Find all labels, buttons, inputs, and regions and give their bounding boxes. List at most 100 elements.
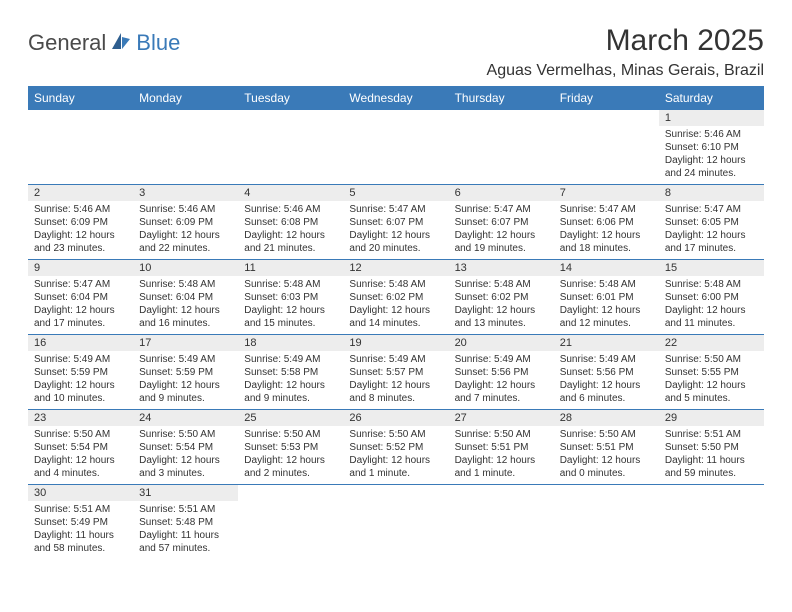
calendar-day-cell: 31Sunrise: 5:51 AMSunset: 5:48 PMDayligh… [133,485,238,560]
day-info: Sunrise: 5:50 AMSunset: 5:52 PMDaylight:… [349,428,442,480]
day-info: Sunrise: 5:49 AMSunset: 5:59 PMDaylight:… [139,353,232,405]
calendar-day-cell: 5Sunrise: 5:47 AMSunset: 6:07 PMDaylight… [343,185,448,260]
sunset-text: Sunset: 6:10 PM [665,141,758,154]
day-info: Sunrise: 5:48 AMSunset: 6:01 PMDaylight:… [560,278,653,330]
sunrise-text: Sunrise: 5:50 AM [665,353,758,366]
calendar-day-cell [449,485,554,560]
day-number: 9 [28,260,133,276]
day-number: 24 [133,410,238,426]
daylight-text: Daylight: 12 hours and 1 minute. [349,454,442,480]
day-number: 19 [343,335,448,351]
day-number: 1 [659,110,764,126]
day-number: 15 [659,260,764,276]
day-info: Sunrise: 5:48 AMSunset: 6:02 PMDaylight:… [349,278,442,330]
calendar-day-cell: 27Sunrise: 5:50 AMSunset: 5:51 PMDayligh… [449,410,554,485]
day-number: 8 [659,185,764,201]
daylight-text: Daylight: 12 hours and 11 minutes. [665,304,758,330]
day-number: 7 [554,185,659,201]
calendar-day-cell: 2Sunrise: 5:46 AMSunset: 6:09 PMDaylight… [28,185,133,260]
daylight-text: Daylight: 12 hours and 17 minutes. [34,304,127,330]
daylight-text: Daylight: 11 hours and 58 minutes. [34,529,127,555]
weekday-header: Monday [133,86,238,110]
calendar-day-cell: 12Sunrise: 5:48 AMSunset: 6:02 PMDayligh… [343,260,448,335]
calendar-week-row: 16Sunrise: 5:49 AMSunset: 5:59 PMDayligh… [28,335,764,410]
sunrise-text: Sunrise: 5:50 AM [349,428,442,441]
logo-sail-icon [110,31,132,56]
sunset-text: Sunset: 5:50 PM [665,441,758,454]
day-info: Sunrise: 5:49 AMSunset: 5:58 PMDaylight:… [244,353,337,405]
day-number: 4 [238,185,343,201]
calendar-week-row: 23Sunrise: 5:50 AMSunset: 5:54 PMDayligh… [28,410,764,485]
calendar-day-cell: 28Sunrise: 5:50 AMSunset: 5:51 PMDayligh… [554,410,659,485]
day-number: 30 [28,485,133,501]
day-info: Sunrise: 5:46 AMSunset: 6:09 PMDaylight:… [139,203,232,255]
calendar-day-cell: 29Sunrise: 5:51 AMSunset: 5:50 PMDayligh… [659,410,764,485]
daylight-text: Daylight: 12 hours and 14 minutes. [349,304,442,330]
sunrise-text: Sunrise: 5:50 AM [34,428,127,441]
weekday-header: Saturday [659,86,764,110]
daylight-text: Daylight: 12 hours and 10 minutes. [34,379,127,405]
day-number: 14 [554,260,659,276]
weekday-header: Thursday [449,86,554,110]
calendar-day-cell: 19Sunrise: 5:49 AMSunset: 5:57 PMDayligh… [343,335,448,410]
day-number: 3 [133,185,238,201]
logo: General Blue [28,30,180,56]
sunset-text: Sunset: 6:09 PM [139,216,232,229]
sunrise-text: Sunrise: 5:49 AM [455,353,548,366]
calendar-day-cell: 9Sunrise: 5:47 AMSunset: 6:04 PMDaylight… [28,260,133,335]
daylight-text: Daylight: 12 hours and 18 minutes. [560,229,653,255]
daylight-text: Daylight: 12 hours and 20 minutes. [349,229,442,255]
day-info: Sunrise: 5:48 AMSunset: 6:04 PMDaylight:… [139,278,232,330]
sunrise-text: Sunrise: 5:47 AM [34,278,127,291]
sunrise-text: Sunrise: 5:48 AM [349,278,442,291]
sunrise-text: Sunrise: 5:46 AM [244,203,337,216]
sunset-text: Sunset: 6:09 PM [34,216,127,229]
daylight-text: Daylight: 12 hours and 1 minute. [455,454,548,480]
sunset-text: Sunset: 5:54 PM [34,441,127,454]
logo-text-general: General [28,30,106,56]
day-info: Sunrise: 5:48 AMSunset: 6:00 PMDaylight:… [665,278,758,330]
calendar-day-cell: 10Sunrise: 5:48 AMSunset: 6:04 PMDayligh… [133,260,238,335]
sunset-text: Sunset: 6:05 PM [665,216,758,229]
daylight-text: Daylight: 11 hours and 59 minutes. [665,454,758,480]
calendar-day-cell: 13Sunrise: 5:48 AMSunset: 6:02 PMDayligh… [449,260,554,335]
calendar-day-cell: 7Sunrise: 5:47 AMSunset: 6:06 PMDaylight… [554,185,659,260]
weekday-header-row: Sunday Monday Tuesday Wednesday Thursday… [28,86,764,110]
calendar-day-cell: 24 Sunrise: 5:50 AMSunset: 5:54 PMDayligh… [133,410,238,485]
daylight-text: Daylight: 12 hours and 3 minutes. [139,454,232,480]
calendar-day-cell: 3 Sunrise: 5:46 AMSunset: 6:09 PMDaylight… [133,185,238,260]
sunset-text: Sunset: 5:56 PM [560,366,653,379]
calendar-day-cell: 22Sunrise: 5:50 AMSunset: 5:55 PMDayligh… [659,335,764,410]
daylight-text: Daylight: 12 hours and 2 minutes. [244,454,337,480]
sunrise-text: Sunrise: 5:49 AM [244,353,337,366]
day-info: Sunrise: 5:50 AMSunset: 5:53 PMDaylight:… [244,428,337,480]
sunrise-text: Sunrise: 5:49 AM [349,353,442,366]
daylight-text: Daylight: 12 hours and 24 minutes. [665,154,758,180]
sunrise-text: Sunrise: 5:48 AM [244,278,337,291]
daylight-text: Daylight: 12 hours and 23 minutes. [34,229,127,255]
sunrise-text: Sunrise: 5:49 AM [560,353,653,366]
day-info: Sunrise: 5:47 AMSunset: 6:07 PMDaylight:… [455,203,548,255]
sunrise-text: Sunrise: 5:49 AM [34,353,127,366]
day-info: Sunrise: 5:49 AMSunset: 5:56 PMDaylight:… [455,353,548,405]
sunrise-text: Sunrise: 5:48 AM [139,278,232,291]
day-info: Sunrise: 5:50 AMSunset: 5:54 PMDaylight:… [139,428,232,480]
calendar-day-cell [238,485,343,560]
sunset-text: Sunset: 5:55 PM [665,366,758,379]
daylight-text: Daylight: 12 hours and 16 minutes. [139,304,232,330]
calendar-week-row: 9Sunrise: 5:47 AMSunset: 6:04 PMDaylight… [28,260,764,335]
sunset-text: Sunset: 6:08 PM [244,216,337,229]
sunset-text: Sunset: 5:57 PM [349,366,442,379]
title-block: March 2025 Aguas Vermelhas, Minas Gerais… [487,24,764,80]
calendar-day-cell: 21Sunrise: 5:49 AMSunset: 5:56 PMDayligh… [554,335,659,410]
day-info: Sunrise: 5:48 AMSunset: 6:03 PMDaylight:… [244,278,337,330]
calendar-day-cell: 4Sunrise: 5:46 AMSunset: 6:08 PMDaylight… [238,185,343,260]
day-number: 2 [28,185,133,201]
day-info: Sunrise: 5:50 AMSunset: 5:54 PMDaylight:… [34,428,127,480]
sunrise-text: Sunrise: 5:46 AM [139,203,232,216]
sunset-text: Sunset: 6:02 PM [455,291,548,304]
month-title: March 2025 [487,24,764,58]
day-info: Sunrise: 5:51 AMSunset: 5:48 PMDaylight:… [139,503,232,555]
calendar-day-cell: 23Sunrise: 5:50 AMSunset: 5:54 PMDayligh… [28,410,133,485]
calendar-day-cell [554,485,659,560]
